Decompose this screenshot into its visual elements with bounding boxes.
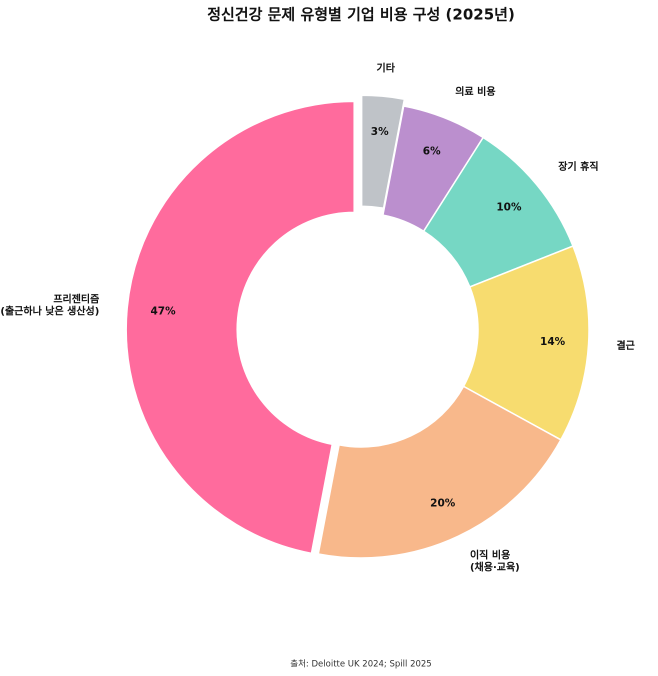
value-label: 6% (423, 145, 441, 157)
donut-slice (317, 385, 562, 559)
value-label: 3% (371, 126, 389, 138)
category-label: 기타 (377, 61, 396, 74)
source-note: 출처: Deloitte UK 2024; Spill 2025 (290, 659, 431, 670)
value-label: 47% (150, 305, 176, 317)
category-label: 프리젠티즘 (출근하나 낮은 생산성) (0, 292, 99, 317)
category-label: 결근 (616, 339, 634, 352)
category-label: 이직 비용 (채용·교육) (470, 549, 520, 574)
value-label: 14% (540, 336, 566, 348)
donut-slice (125, 100, 355, 555)
value-label: 10% (496, 202, 522, 214)
category-label: 의료 비용 (455, 85, 495, 98)
category-label: 장기 휴직 (558, 160, 598, 173)
value-label: 20% (430, 498, 456, 510)
chart-title: 정신건강 문제 유형별 기업 비용 구성 (2025년) (207, 6, 515, 24)
